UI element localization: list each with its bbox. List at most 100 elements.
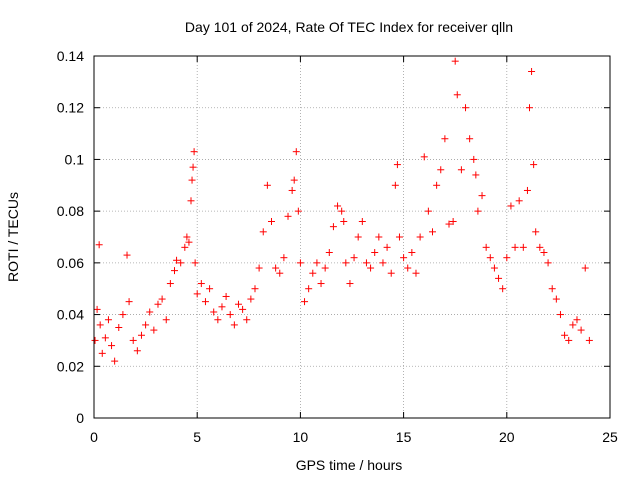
data-point — [98, 349, 106, 357]
axis-ticks: 0 5 10 15 20 25 0 0.02 0.04 0.06 0.08 0.1 0.12 0.14 — [57, 48, 618, 445]
data-point — [170, 267, 178, 275]
x-tick-label: 0 — [90, 429, 98, 445]
data-point — [255, 264, 263, 272]
data-point — [437, 166, 445, 174]
data-point — [552, 295, 560, 303]
data-point — [173, 256, 181, 264]
data-point — [457, 166, 465, 174]
data-point — [338, 207, 346, 215]
data-point — [190, 148, 198, 156]
data-point — [150, 326, 158, 334]
data-point — [193, 290, 201, 298]
data-point — [503, 254, 511, 262]
data-point — [93, 305, 101, 313]
data-point — [528, 68, 536, 76]
data-point — [536, 243, 544, 251]
data-point — [523, 186, 531, 194]
y-tick-label: 0.1 — [65, 151, 85, 167]
data-point — [309, 269, 317, 277]
data-point — [486, 254, 494, 262]
data-point — [449, 217, 457, 225]
data-point — [561, 331, 569, 339]
data-point — [290, 176, 298, 184]
data-point — [346, 280, 354, 288]
data-point — [404, 264, 412, 272]
x-tick-label: 10 — [293, 429, 309, 445]
data-point — [511, 243, 519, 251]
data-point — [472, 171, 480, 179]
data-point — [519, 243, 527, 251]
x-axis-label: GPS time / hours — [296, 457, 403, 473]
plot-frame — [93, 55, 611, 419]
data-point — [119, 311, 127, 319]
data-point — [556, 311, 564, 319]
data-point — [188, 176, 196, 184]
data-point — [451, 57, 459, 65]
data-point — [154, 300, 162, 308]
data-point — [544, 259, 552, 267]
data-point — [243, 316, 251, 324]
data-point — [222, 292, 230, 300]
y-tick-label: 0.06 — [57, 255, 84, 271]
data-point — [530, 161, 538, 169]
data-point — [379, 259, 387, 267]
data-point — [408, 249, 416, 257]
x-tick-label: 25 — [602, 429, 618, 445]
data-point — [445, 220, 453, 228]
data-point — [187, 197, 195, 205]
data-point — [499, 285, 507, 293]
data-point — [189, 163, 197, 171]
data-point — [395, 233, 403, 241]
data-point — [177, 259, 185, 267]
data-point — [424, 207, 432, 215]
data-point — [433, 181, 441, 189]
data-point — [91, 336, 99, 344]
data-points — [91, 57, 593, 365]
data-point — [218, 303, 226, 311]
data-point — [340, 217, 348, 225]
data-point — [453, 91, 461, 99]
data-point — [125, 298, 133, 306]
data-point — [375, 233, 383, 241]
data-point — [206, 285, 214, 293]
data-point — [391, 181, 399, 189]
data-point — [96, 321, 104, 329]
data-point — [387, 269, 395, 277]
data-point — [181, 243, 189, 251]
data-point — [334, 202, 342, 210]
data-point — [158, 295, 166, 303]
data-point — [416, 233, 424, 241]
data-point — [371, 249, 379, 257]
data-point — [474, 207, 482, 215]
x-tick-label: 15 — [396, 429, 412, 445]
data-point — [313, 259, 321, 267]
data-point — [515, 197, 523, 205]
data-point — [230, 321, 238, 329]
data-point — [354, 233, 362, 241]
data-point — [197, 280, 205, 288]
data-point — [185, 238, 193, 246]
y-tick-label: 0.08 — [57, 203, 84, 219]
data-point — [342, 259, 350, 267]
data-point — [296, 259, 304, 267]
data-point — [104, 316, 112, 324]
data-point — [183, 233, 191, 241]
data-point — [191, 259, 199, 267]
data-point — [123, 251, 131, 259]
data-point — [276, 269, 284, 277]
y-tick-label: 0.04 — [57, 307, 84, 323]
data-point — [482, 243, 490, 251]
data-point — [263, 181, 271, 189]
data-point — [234, 300, 242, 308]
data-point — [478, 192, 486, 200]
data-point — [101, 334, 109, 342]
x-tick-label: 5 — [193, 429, 201, 445]
data-point — [301, 298, 309, 306]
data-point — [383, 243, 391, 251]
data-point — [400, 254, 408, 262]
data-point — [358, 217, 366, 225]
data-point — [532, 228, 540, 236]
data-point — [251, 285, 259, 293]
data-point — [428, 228, 436, 236]
